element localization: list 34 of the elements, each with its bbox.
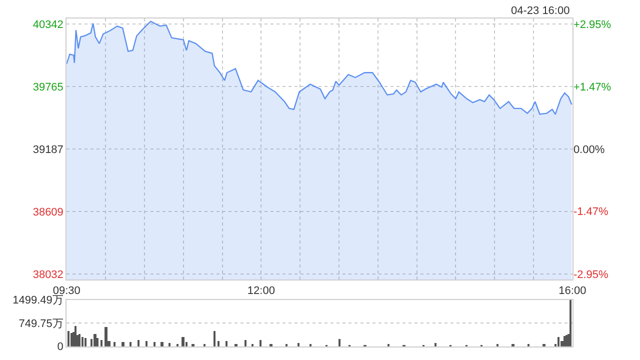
y2-tick-label: -1.47% (573, 206, 609, 218)
bar (214, 330, 216, 346)
bar (74, 326, 77, 346)
bar (96, 338, 99, 346)
bar (570, 300, 572, 346)
y-tick-label: 0 (57, 341, 64, 354)
y-tick-label: 1499.49万 (12, 294, 64, 307)
y-tick-label: 749.75万 (18, 318, 64, 330)
text: 04-23 16:00 (511, 5, 570, 17)
y-tick-label: 39765 (32, 81, 64, 94)
y2-tick-label: +1.47% (573, 82, 612, 94)
y-tick-label: 39187 (32, 144, 64, 156)
bar (104, 326, 108, 346)
bar (100, 340, 103, 346)
bar (82, 336, 84, 346)
y2-tick-label: +2.95% (573, 18, 612, 31)
y-tick-label: 40342 (32, 19, 64, 32)
bar (70, 332, 73, 346)
y-tick-label: 38032 (32, 268, 64, 281)
bar (558, 336, 560, 346)
y2-tick-label: 0.00% (573, 144, 605, 156)
bar (182, 336, 185, 346)
y2-tick-label: -2.95% (573, 268, 609, 281)
bar (244, 340, 247, 346)
bar (138, 340, 140, 346)
bar (564, 336, 566, 346)
bar (260, 340, 262, 346)
y-tick-label: 38609 (32, 206, 64, 218)
bar (68, 330, 70, 346)
x-tick-label: 16:00 (558, 284, 586, 297)
bar (94, 334, 97, 346)
bar (84, 338, 87, 346)
x-tick-label: 12:00 (247, 284, 275, 297)
bar (338, 338, 341, 346)
